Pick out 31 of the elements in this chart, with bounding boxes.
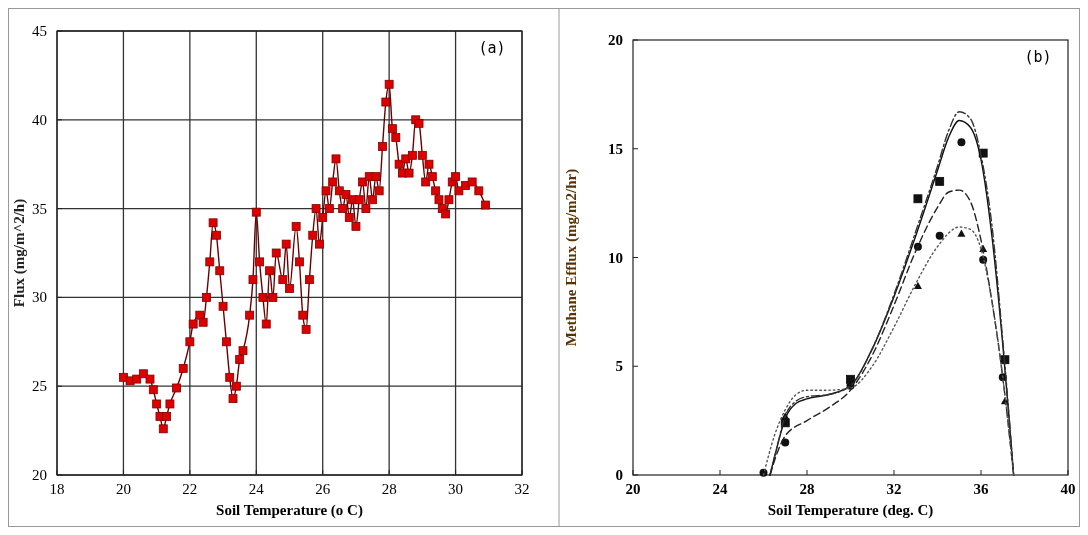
y-tick-label: 10 (608, 249, 623, 266)
x-tick-label: 36 (973, 481, 989, 497)
x-tick-label: 30 (448, 481, 464, 497)
x-tick-label: 24 (248, 481, 265, 497)
x-tick-label: 18 (49, 481, 65, 497)
y-tick-label: 20 (608, 32, 623, 48)
y-tick-label: 25 (32, 378, 47, 395)
y-tick-label: 30 (32, 289, 47, 306)
y-axis-title: Flux (mg/m^2/h) (11, 198, 28, 308)
x-tick-label: 24 (712, 481, 728, 497)
x-tick-label: 22 (182, 481, 198, 497)
x-tick-label: 40 (1060, 481, 1076, 497)
y-tick-label: 35 (32, 200, 47, 217)
x-axis-title: Soil Temperature (deg. C) (767, 502, 934, 519)
annotation: (b) (1024, 48, 1052, 66)
y-tick-label: 0 (615, 467, 623, 483)
x-tick-label: 28 (799, 481, 815, 497)
x-tick-label: 20 (625, 481, 641, 497)
x-tick-label: 32 (514, 481, 530, 497)
y-tick-label: 40 (32, 111, 47, 128)
annotation: (a) (478, 39, 506, 57)
x-axis-title: Soil Temperature (o C) (216, 502, 363, 519)
y-axis-title: Methane Efflux (mg/m2/hr) (563, 168, 580, 347)
y-tick-label: 5 (615, 358, 623, 375)
x-tick-label: 20 (115, 481, 131, 497)
y-tick-label: 15 (608, 140, 623, 157)
x-tick-label: 32 (886, 481, 902, 497)
x-tick-label: 28 (381, 481, 397, 497)
y-tick-label: 45 (32, 23, 47, 39)
y-tick-label: 20 (32, 467, 47, 483)
x-tick-label: 26 (315, 481, 331, 497)
